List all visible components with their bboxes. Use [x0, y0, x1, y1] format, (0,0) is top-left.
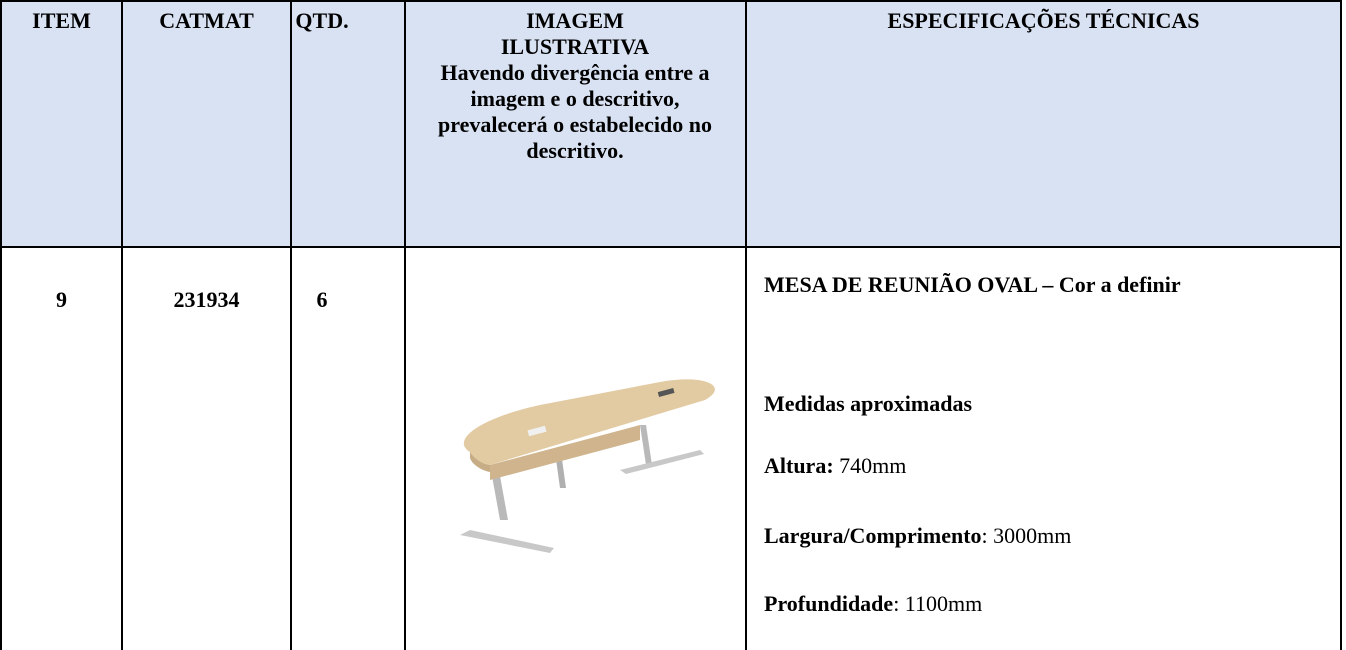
column-header: CATMAT — [159, 8, 254, 33]
spec-subtitle: Medidas aproximadas — [764, 391, 973, 416]
border — [2, 0, 1341, 2]
column-header: QTD. — [295, 8, 349, 33]
measure-label: Largura/Comprimento — [764, 523, 982, 548]
qtd-cell: 6 — [316, 287, 328, 312]
measure-label: Altura: — [764, 453, 834, 478]
spec-measure: Largura/Comprimento: 3000mm — [764, 523, 1071, 549]
item-cell: 9 — [56, 287, 67, 312]
border — [745, 0, 747, 650]
border — [1340, 0, 1342, 650]
column-header: IMAGEM ILUSTRATIVA Havendo divergência e… — [420, 8, 730, 164]
border — [121, 0, 123, 650]
border — [0, 0, 2, 650]
column-header: ESPECIFICAÇÕES TÉCNICAS — [887, 8, 1200, 33]
column-header-note: Havendo divergência entre a imagem e o d… — [438, 60, 712, 163]
spec-title: MESA DE REUNIÃO OVAL – Cor a definir — [764, 272, 1181, 297]
catmat-cell: 231934 — [173, 287, 240, 312]
measure-value: : 3000mm — [981, 523, 1072, 548]
column-header: ITEM — [32, 8, 91, 33]
border — [404, 0, 406, 650]
measure-label: Profundidade — [764, 591, 894, 616]
measure-value: 740mm — [839, 453, 907, 478]
header-background — [2, 0, 1341, 247]
column-header-title: IMAGEM ILUSTRATIVA — [500, 8, 650, 59]
border — [2, 246, 1341, 248]
measure-value: : 1100mm — [893, 591, 983, 616]
spec-measure: Altura: 740mm — [764, 453, 906, 479]
table-image — [460, 379, 715, 553]
border — [290, 0, 292, 650]
spec-measure: Profundidade: 1100mm — [764, 591, 982, 617]
